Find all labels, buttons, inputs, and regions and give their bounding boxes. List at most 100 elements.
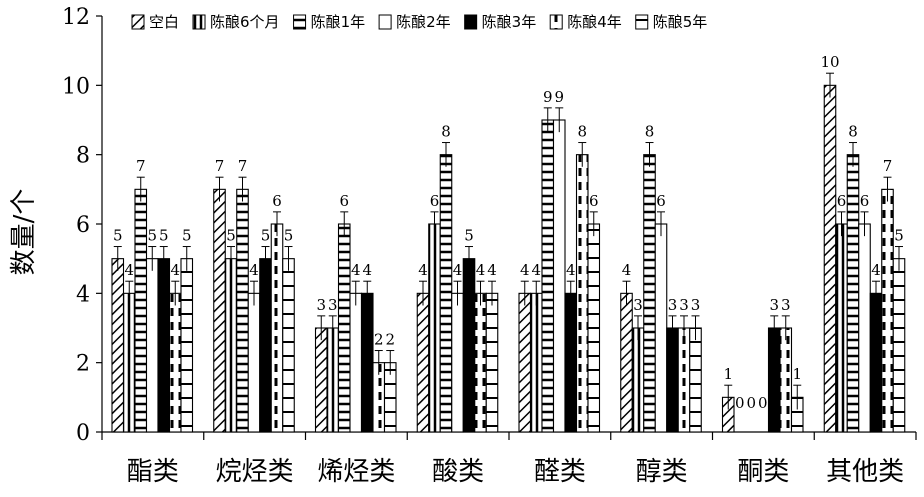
bar [157, 258, 171, 433]
bar [145, 258, 159, 433]
data-label: 4 [487, 261, 497, 279]
legend-label: 空白 [149, 13, 179, 31]
bar [552, 119, 566, 433]
bar [689, 327, 702, 433]
data-label: 4 [622, 261, 632, 279]
bar [326, 327, 340, 433]
bar [485, 292, 499, 433]
data-label: 9 [554, 88, 564, 106]
data-label: 4 [351, 261, 361, 279]
bar [564, 292, 578, 433]
data-label: 8 [577, 123, 587, 141]
legend-swatch [635, 14, 649, 30]
y-tick-label: 6 [76, 213, 90, 238]
data-label: 4 [453, 261, 463, 279]
bar [349, 292, 363, 433]
data-label: 4 [531, 261, 541, 279]
bar [236, 188, 249, 433]
bar [247, 292, 261, 433]
y-tick-label: 2 [76, 352, 90, 377]
data-label: 3 [781, 296, 791, 314]
x-category-label: 烯烃类 [317, 457, 395, 487]
bar [314, 327, 328, 433]
bar [259, 258, 272, 433]
data-label: 7 [136, 157, 146, 175]
legend-label: 陈酿3年 [482, 13, 537, 31]
bar [439, 154, 453, 433]
data-label: 3 [679, 296, 689, 314]
data-label: 5 [894, 227, 904, 245]
data-label: 6 [589, 192, 599, 210]
bar [518, 292, 532, 433]
data-label: 4 [418, 261, 428, 279]
legend-swatch [549, 14, 563, 30]
legend-swatch [131, 14, 145, 30]
data-label: 3 [633, 296, 643, 314]
bar [416, 292, 430, 433]
x-category-label: 酯类 [127, 457, 179, 487]
bar [462, 258, 476, 433]
data-label: 1 [792, 365, 802, 383]
bar [270, 223, 284, 433]
bar [677, 327, 691, 433]
data-label: 0 [735, 394, 745, 412]
bar [134, 188, 148, 433]
x-category-label: 醛类 [534, 457, 586, 487]
bar [858, 223, 871, 433]
bar [575, 154, 589, 433]
x-category-label: 其他类 [826, 457, 904, 487]
x-category-label: 酸类 [432, 457, 484, 487]
bar [587, 223, 601, 433]
data-label: 7 [238, 157, 248, 175]
data-label: 5 [182, 227, 192, 245]
data-label: 3 [668, 296, 678, 314]
legend-label: 陈酿2年 [396, 13, 451, 31]
bar [213, 188, 226, 433]
bar [881, 188, 894, 433]
data-label: 9 [543, 88, 553, 106]
data-label: 4 [871, 261, 881, 279]
data-label: 4 [520, 261, 530, 279]
y-tick-label: 0 [76, 421, 90, 446]
bar [282, 258, 295, 433]
bar [631, 327, 645, 433]
bar [168, 292, 182, 433]
bar [654, 223, 668, 433]
data-label: 8 [848, 123, 858, 141]
data-label: 5 [284, 227, 294, 245]
bar [779, 327, 793, 433]
bar [643, 154, 656, 433]
bar [428, 223, 441, 433]
data-label: 2 [385, 331, 395, 349]
legend-swatch [464, 14, 478, 30]
data-label: 4 [170, 261, 180, 279]
data-label: 4 [249, 261, 259, 279]
bar [541, 119, 555, 433]
bar [224, 258, 238, 433]
data-label: 3 [316, 296, 326, 314]
legend: 空白 陈酿6个月 陈酿1年 陈酿2年 陈酿3年 陈酿4年 陈酿5年 [131, 13, 708, 31]
y-tick-label: 8 [76, 144, 90, 169]
bar [767, 327, 781, 433]
legend-swatch [378, 14, 392, 30]
data-label: 5 [159, 227, 169, 245]
data-label: 5 [147, 227, 157, 245]
data-label: 5 [464, 227, 474, 245]
data-label: 8 [645, 123, 655, 141]
data-label: 6 [430, 192, 440, 210]
legend-label: 陈酿1年 [311, 13, 366, 31]
bar [529, 292, 543, 433]
data-label: 7 [883, 157, 893, 175]
legend-label: 陈酿6个月 [210, 13, 280, 31]
x-category-label: 酮类 [737, 457, 789, 487]
data-label: 0 [746, 394, 756, 412]
bar [474, 292, 487, 433]
data-label: 7 [215, 157, 225, 175]
legend-label: 陈酿5年 [653, 13, 708, 31]
bar [846, 154, 860, 433]
legend-swatch [192, 14, 206, 30]
bar [451, 292, 464, 433]
data-label: 3 [691, 296, 701, 314]
